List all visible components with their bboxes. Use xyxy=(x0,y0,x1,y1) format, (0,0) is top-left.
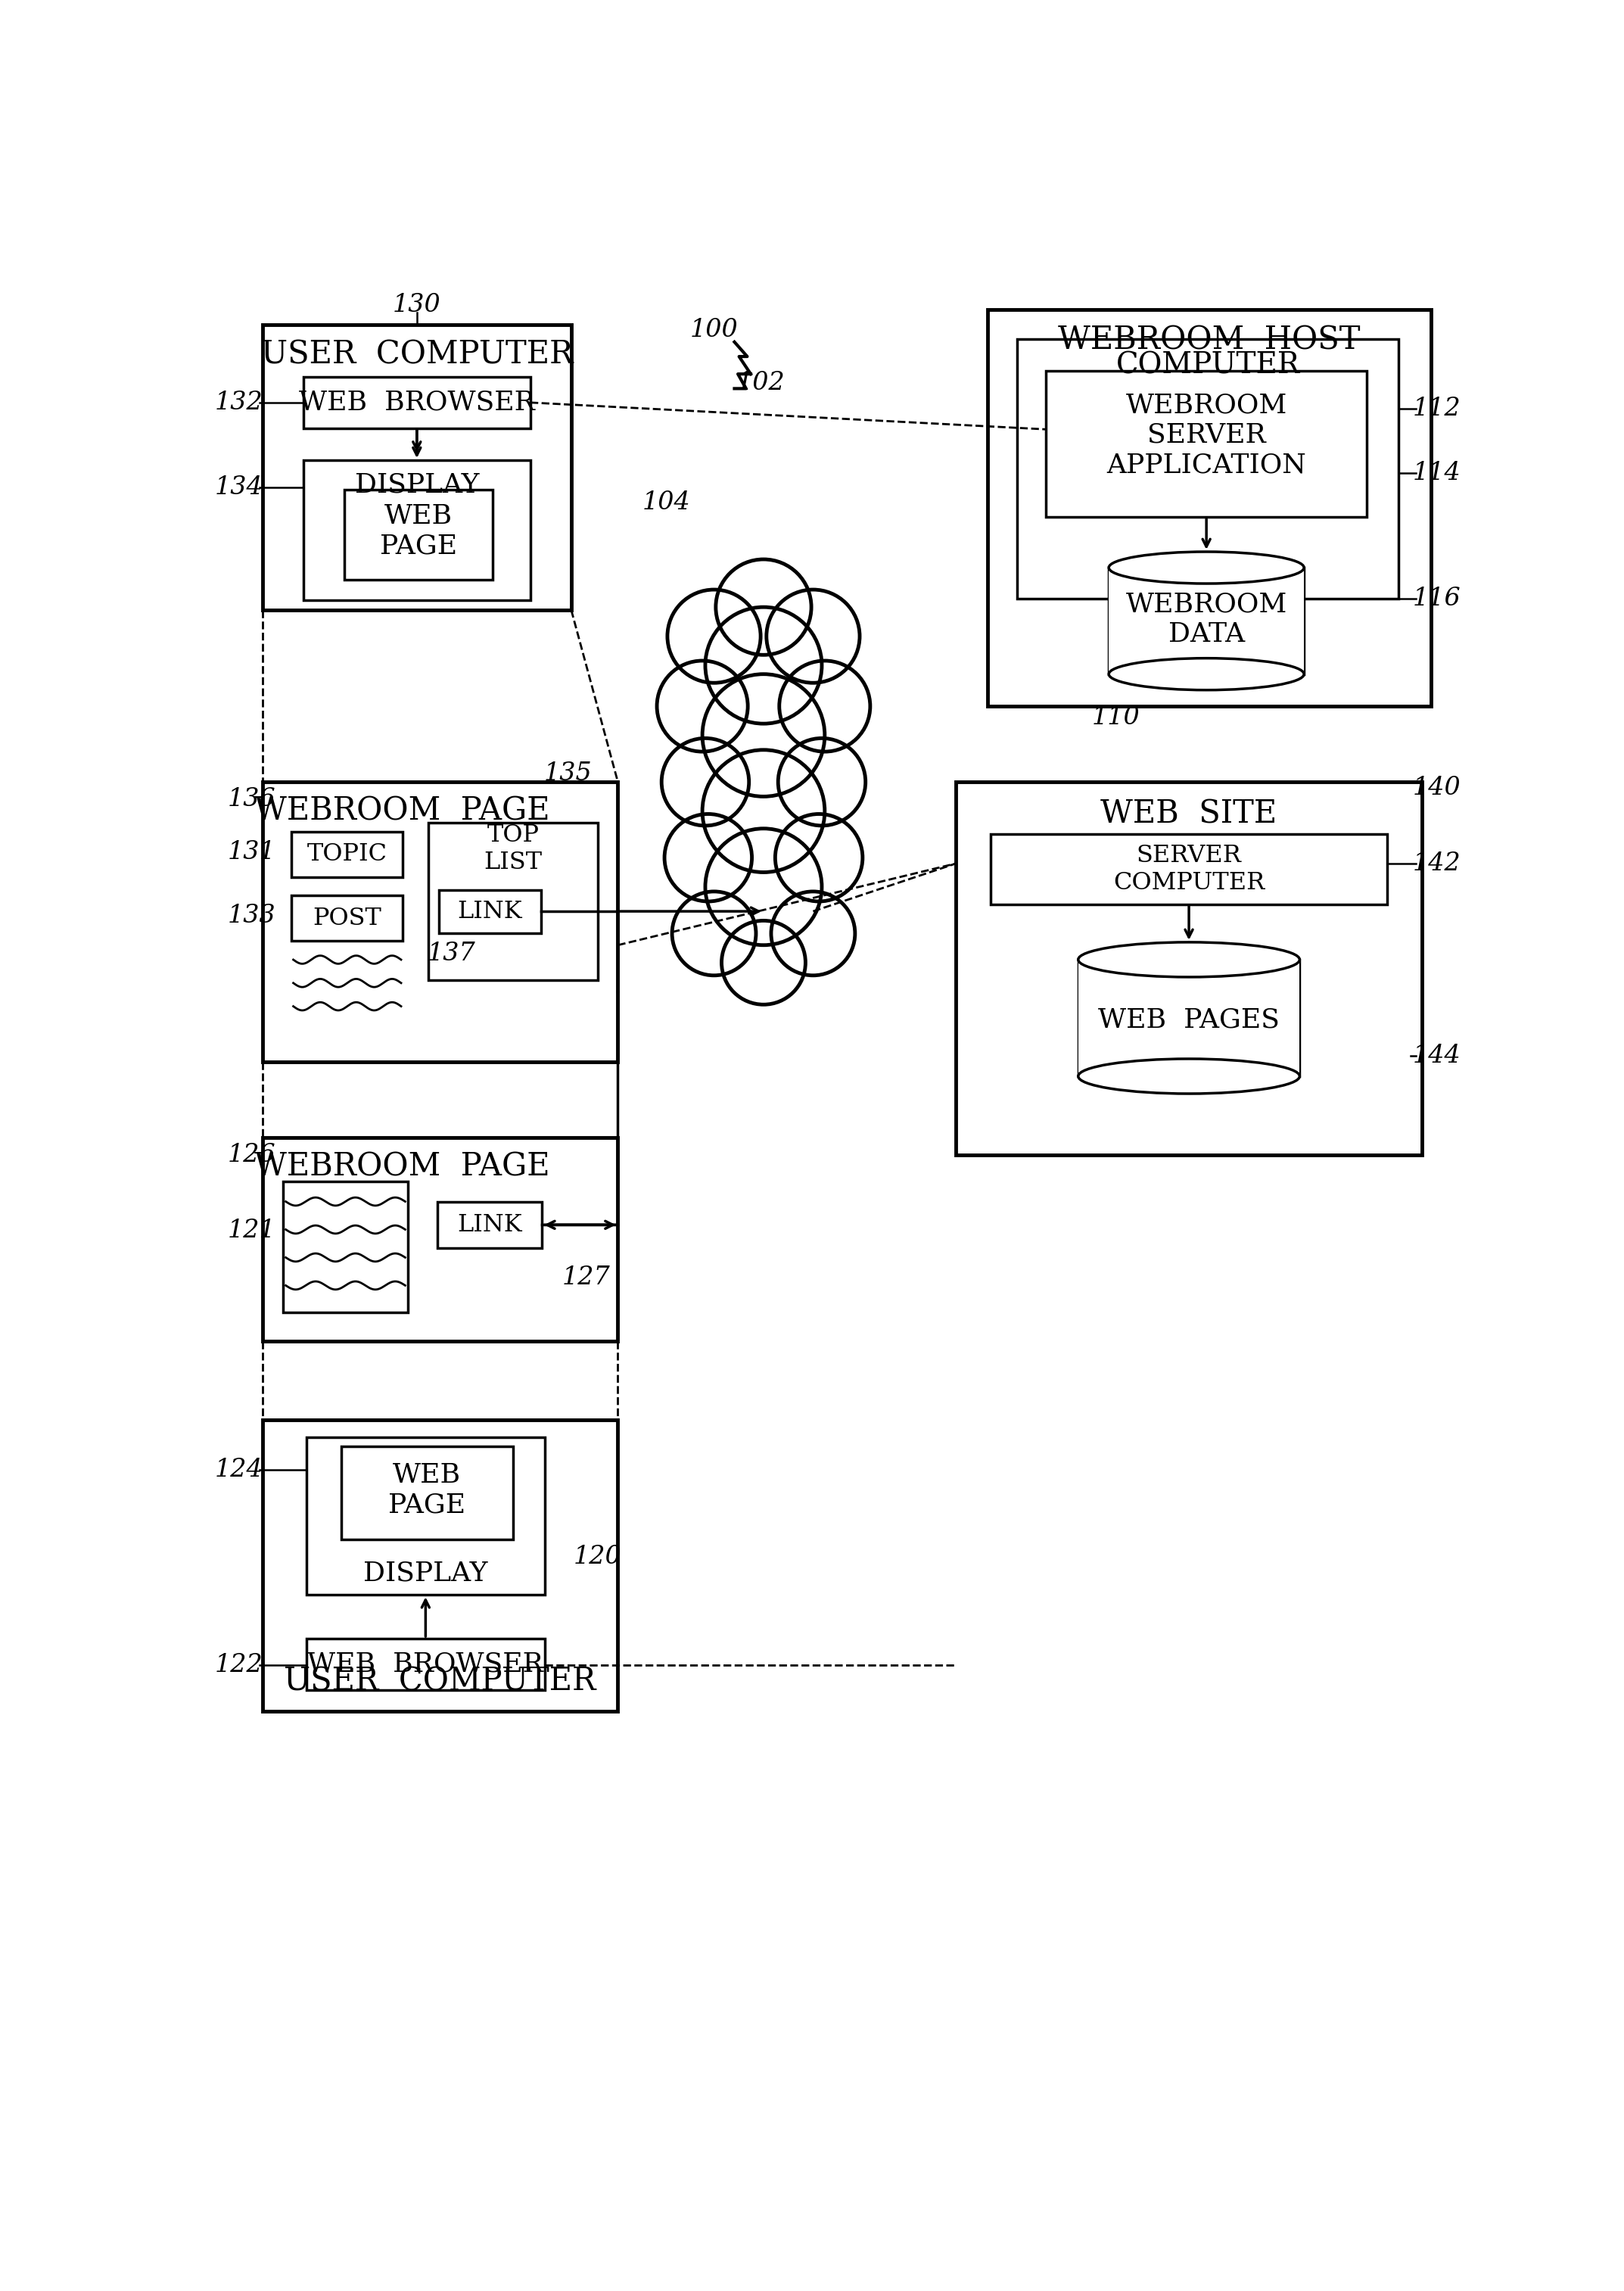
Bar xyxy=(263,1420,617,1711)
Text: TOPIC: TOPIC xyxy=(307,843,387,866)
Bar xyxy=(1078,960,1299,1077)
Circle shape xyxy=(778,738,866,825)
Text: WEBROOM  PAGE: WEBROOM PAGE xyxy=(255,1150,551,1182)
Text: 114: 114 xyxy=(1413,460,1460,486)
Text: 102: 102 xyxy=(737,371,784,394)
Ellipse shape xyxy=(1109,658,1304,690)
Text: LINK: LINK xyxy=(458,900,523,923)
Text: WEBROOM
DATA: WEBROOM DATA xyxy=(1125,591,1288,646)
Ellipse shape xyxy=(1078,942,1299,976)
Text: 116: 116 xyxy=(1413,586,1460,609)
Text: DISPLAY: DISPLAY xyxy=(354,472,479,497)
Text: TOP
LIST: TOP LIST xyxy=(484,825,542,875)
Text: 132: 132 xyxy=(214,389,263,415)
Text: WEBROOM  HOST: WEBROOM HOST xyxy=(1059,325,1361,355)
Circle shape xyxy=(702,749,825,873)
Bar xyxy=(429,822,598,981)
Text: WEB
PAGE: WEB PAGE xyxy=(388,1462,466,1519)
Circle shape xyxy=(661,738,749,825)
Bar xyxy=(1017,339,1398,598)
Bar xyxy=(991,834,1387,905)
Text: LINK: LINK xyxy=(458,1214,521,1237)
Text: 121: 121 xyxy=(227,1219,276,1242)
Circle shape xyxy=(771,891,854,976)
Bar xyxy=(304,460,531,600)
Circle shape xyxy=(664,813,752,900)
Bar xyxy=(438,889,541,932)
Text: 131: 131 xyxy=(227,841,276,864)
Text: 112: 112 xyxy=(1413,396,1460,422)
Text: 126: 126 xyxy=(227,1143,276,1166)
Bar xyxy=(957,781,1423,1155)
Circle shape xyxy=(716,559,812,655)
Text: WEBROOM  PAGE: WEBROOM PAGE xyxy=(255,795,551,827)
Text: 110: 110 xyxy=(1091,706,1140,731)
Bar xyxy=(304,378,531,428)
Text: 133: 133 xyxy=(227,905,276,928)
Text: WEB  PAGES: WEB PAGES xyxy=(1098,1008,1280,1033)
Bar xyxy=(987,309,1431,706)
Circle shape xyxy=(702,674,825,797)
Text: 120: 120 xyxy=(573,1544,622,1569)
Bar xyxy=(1046,371,1367,518)
Bar xyxy=(305,1638,546,1691)
Circle shape xyxy=(672,891,755,976)
Text: WEB  BROWSER: WEB BROWSER xyxy=(307,1652,544,1677)
Circle shape xyxy=(667,589,760,683)
Ellipse shape xyxy=(1078,1058,1299,1093)
Text: 104: 104 xyxy=(641,490,690,513)
Circle shape xyxy=(767,589,859,683)
Circle shape xyxy=(705,829,822,946)
Bar xyxy=(283,1182,408,1313)
Bar xyxy=(1109,568,1304,674)
Text: SERVER
COMPUTER: SERVER COMPUTER xyxy=(1112,843,1265,893)
Bar xyxy=(341,1446,513,1540)
Circle shape xyxy=(705,607,822,724)
Text: 135: 135 xyxy=(544,761,593,786)
Text: POST: POST xyxy=(312,907,382,930)
Text: 100: 100 xyxy=(690,318,739,341)
Bar xyxy=(344,490,492,580)
Bar xyxy=(437,1200,542,1249)
Text: DISPLAY: DISPLAY xyxy=(364,1560,487,1585)
Bar xyxy=(263,1136,617,1343)
Text: 142: 142 xyxy=(1413,852,1460,875)
Bar xyxy=(305,1436,546,1595)
Text: 137: 137 xyxy=(427,942,476,967)
Text: COMPUTER: COMPUTER xyxy=(1116,351,1299,380)
Text: 122: 122 xyxy=(214,1652,263,1677)
Text: 140: 140 xyxy=(1413,777,1460,800)
Bar xyxy=(263,325,572,609)
Circle shape xyxy=(656,660,747,751)
Text: USER  COMPUTER: USER COMPUTER xyxy=(284,1666,596,1698)
Text: WEBROOM
SERVER
APPLICATION: WEBROOM SERVER APPLICATION xyxy=(1106,392,1306,479)
Text: 127: 127 xyxy=(562,1265,611,1290)
Bar xyxy=(292,832,403,877)
Text: 134: 134 xyxy=(214,477,263,499)
Circle shape xyxy=(775,813,862,900)
Text: WEB
PAGE: WEB PAGE xyxy=(380,504,456,559)
Text: 136: 136 xyxy=(227,788,276,811)
Circle shape xyxy=(780,660,870,751)
Text: 144: 144 xyxy=(1413,1045,1460,1068)
Text: 130: 130 xyxy=(393,293,442,318)
Circle shape xyxy=(721,921,806,1003)
Text: WEB  SITE: WEB SITE xyxy=(1101,797,1276,829)
Text: WEB  BROWSER: WEB BROWSER xyxy=(299,389,534,415)
Ellipse shape xyxy=(1109,552,1304,584)
Text: 124: 124 xyxy=(214,1457,263,1482)
Bar xyxy=(263,781,617,1061)
Bar xyxy=(292,896,403,942)
Text: USER  COMPUTER: USER COMPUTER xyxy=(261,339,573,371)
